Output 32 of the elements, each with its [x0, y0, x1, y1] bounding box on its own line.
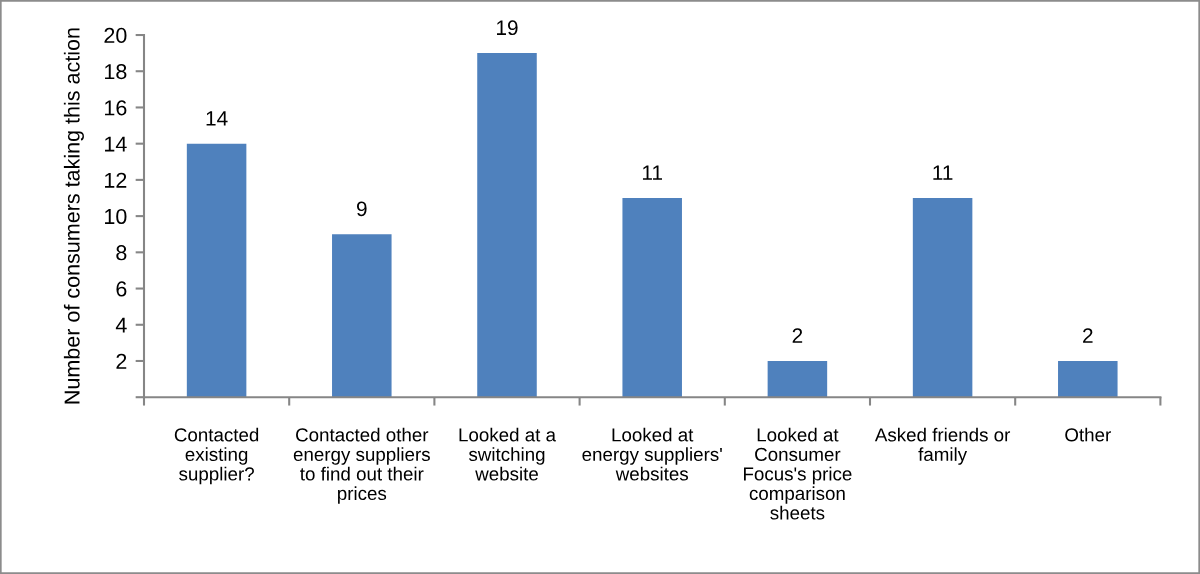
- data-label: 11: [933, 165, 953, 180]
- data-label: 11: [642, 165, 662, 180]
- y-tick-label: 18: [105, 64, 127, 80]
- x-tick-label: Asked friends or family: [874, 427, 1011, 465]
- data-label: 19: [497, 20, 518, 36]
- x-tick-label: Contacted existing supplier?: [174, 427, 259, 485]
- bar: [622, 198, 682, 398]
- x-tick-label: Contacted other energy suppliers to find out their prices: [293, 427, 430, 504]
- x-tick-label: Other: [1065, 427, 1111, 442]
- y-tick-label: 16: [105, 100, 127, 116]
- bar: [477, 53, 537, 398]
- x-tick-label: Looked at a switching website: [459, 427, 556, 481]
- bar: [912, 198, 973, 398]
- y-tick-label: 12: [105, 172, 127, 188]
- y-axis-title: Number of consumers taking this action: [63, 28, 84, 404]
- y-tick-label: 10: [105, 208, 127, 225]
- x-tick-label: Looked at Consumer Focus's price comparison sheets: [744, 427, 852, 520]
- y-tick-label: 8: [116, 245, 127, 261]
- data-label: 2: [792, 328, 803, 343]
- bar: [186, 143, 247, 398]
- y-tick-label: 6: [116, 281, 127, 297]
- y-tick-label: 4: [115, 317, 127, 333]
- x-tick-label: Looked at energy suppliers' websites: [582, 427, 722, 481]
- data-label: 14: [206, 111, 228, 126]
- y-tick-label: 14: [105, 136, 127, 152]
- y-tick-label: 2: [116, 353, 127, 369]
- y-tick-label: 20: [104, 27, 127, 44]
- bar: [1058, 360, 1118, 398]
- data-label: 9: [356, 201, 367, 217]
- bar: [767, 360, 828, 398]
- data-label: 2: [1083, 328, 1093, 343]
- bar: [332, 234, 392, 398]
